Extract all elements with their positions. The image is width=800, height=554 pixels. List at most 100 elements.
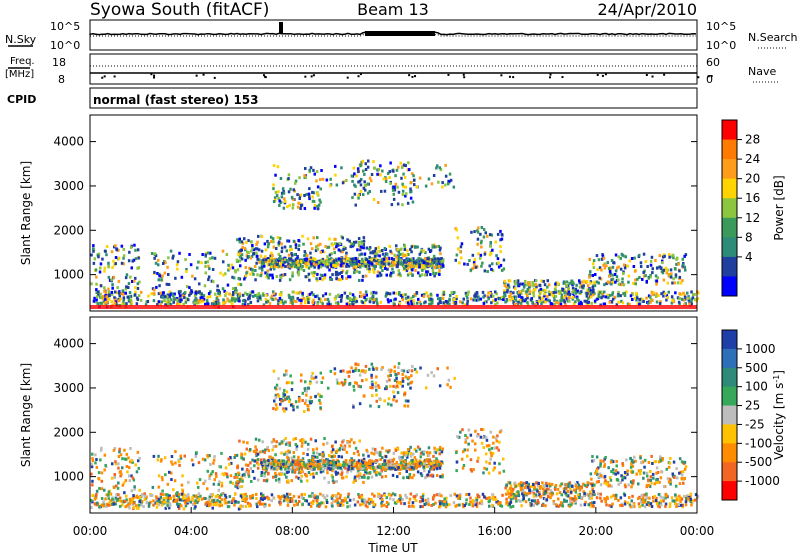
heatmap-cell [389, 161, 392, 165]
heatmap-cell [611, 265, 615, 269]
heatmap-cell [619, 481, 622, 485]
heatmap-cell [412, 299, 415, 303]
heatmap-cell [482, 428, 485, 432]
heatmap-cell [369, 471, 372, 475]
heatmap-cell [331, 479, 335, 483]
colorbar-swatch [722, 256, 737, 277]
heatmap-cell [341, 440, 344, 444]
heatmap-cell [92, 299, 96, 303]
heatmap-cell [392, 291, 395, 295]
heatmap-cell [554, 294, 558, 298]
heatmap-cell [325, 458, 328, 462]
heatmap-cell [229, 456, 232, 459]
heatmap-cell [437, 264, 441, 268]
heatmap-cell [470, 469, 474, 473]
heatmap-cell [375, 299, 378, 303]
heatmap-cell [362, 246, 365, 250]
heatmap-cell [306, 254, 309, 257]
heatmap-cell [266, 299, 270, 303]
heatmap-cell [100, 446, 103, 450]
heatmap-cell [272, 265, 275, 269]
heatmap-cell [270, 259, 274, 263]
heatmap-cell [319, 297, 322, 301]
heatmap-cell [458, 261, 461, 265]
heatmap-cell [651, 267, 654, 271]
heatmap-cell [180, 483, 184, 487]
heatmap-cell [249, 256, 253, 260]
heatmap-cell [358, 373, 362, 377]
heatmap-cell [307, 192, 311, 196]
heatmap-cell [313, 203, 317, 207]
heatmap-cell [155, 285, 158, 289]
heatmap-cell [528, 283, 531, 287]
heatmap-cell [323, 464, 327, 468]
heatmap-cell [622, 272, 625, 275]
heatmap-cell [283, 472, 287, 476]
heatmap-cell [100, 479, 104, 483]
heatmap-cell [482, 446, 485, 449]
heatmap-cell [620, 299, 623, 303]
heatmap-cell [603, 302, 607, 306]
heatmap-cell [128, 466, 131, 470]
heatmap-cell [372, 300, 375, 304]
heatmap-cell [386, 259, 389, 263]
heatmap-cell [436, 164, 439, 168]
heatmap-cell [337, 460, 340, 464]
heatmap-cell [536, 484, 540, 488]
heatmap-cell [649, 295, 652, 299]
heatmap-cell [649, 478, 652, 482]
heatmap-cell [315, 471, 318, 475]
heatmap-cell [428, 302, 431, 306]
heatmap-cell [112, 448, 116, 452]
heatmap-cell [271, 459, 274, 463]
heatmap-cell [91, 459, 95, 463]
heatmap-cell [246, 250, 249, 254]
heatmap-cell [489, 451, 493, 455]
heatmap-cell [494, 290, 497, 294]
heatmap-cell [452, 185, 456, 189]
heatmap-cell [204, 264, 207, 268]
heatmap-cell [359, 291, 362, 295]
heatmap-cell [316, 272, 319, 276]
heatmap-cell [471, 266, 474, 270]
heatmap-cell [348, 440, 351, 444]
heatmap-cell [116, 291, 120, 295]
heatmap-cell [496, 434, 499, 438]
freq-dip-mark [601, 74, 604, 77]
heatmap-cell [298, 202, 302, 206]
heatmap-cell [432, 243, 436, 247]
heatmap-cell [288, 441, 291, 445]
heatmap-cell [422, 249, 426, 253]
heatmap-cell [375, 393, 378, 397]
heatmap-cell [591, 459, 594, 463]
heatmap-cell [670, 272, 673, 276]
heatmap-cell [413, 447, 417, 451]
heatmap-cell [302, 451, 305, 455]
freq-dip-mark [359, 73, 362, 76]
heatmap-cell [262, 293, 265, 297]
heatmap-cell [234, 286, 237, 290]
heatmap-cell [114, 290, 117, 294]
heatmap-cell [363, 301, 366, 305]
heatmap-cell [422, 465, 425, 469]
heatmap-cell [365, 246, 369, 250]
noise-spike [279, 22, 283, 33]
heatmap-cell [423, 273, 427, 277]
heatmap-cell [319, 406, 322, 410]
heatmap-cell [265, 461, 269, 465]
heatmap-cell [684, 253, 688, 257]
heatmap-cell [231, 481, 235, 485]
heatmap-cell [683, 476, 686, 480]
heatmap-cell [166, 293, 170, 297]
heatmap-cell [307, 466, 310, 470]
heatmap-cell [263, 471, 266, 475]
heatmap-cell [278, 236, 282, 240]
heatmap-cell [313, 271, 316, 275]
heatmap-cell [636, 277, 639, 281]
heatmap-cell [291, 271, 294, 275]
heatmap-cell [201, 253, 204, 256]
heatmap-cell [400, 166, 404, 169]
heatmap-cell [259, 458, 263, 462]
heatmap-cell [117, 256, 121, 260]
heatmap-cell [604, 295, 608, 299]
